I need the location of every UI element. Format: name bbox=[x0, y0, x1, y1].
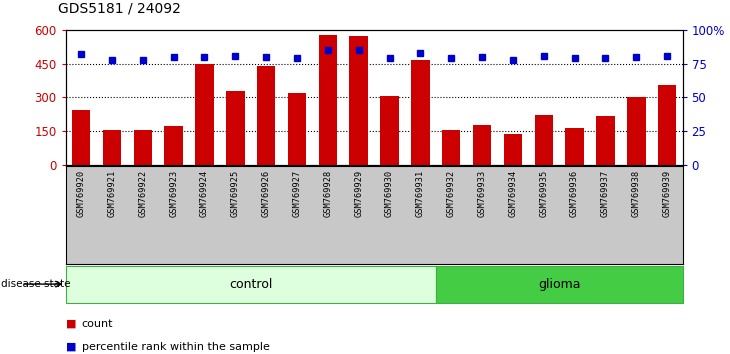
Bar bbox=[226, 91, 245, 165]
Text: GSM769924: GSM769924 bbox=[200, 169, 209, 217]
Text: GDS5181 / 24092: GDS5181 / 24092 bbox=[58, 2, 181, 16]
Text: GSM769930: GSM769930 bbox=[385, 169, 394, 217]
Text: disease state: disease state bbox=[1, 279, 70, 289]
Bar bbox=[103, 130, 121, 165]
Text: GSM769929: GSM769929 bbox=[354, 169, 364, 217]
Text: GSM769933: GSM769933 bbox=[477, 169, 487, 217]
Bar bbox=[134, 130, 152, 165]
Bar bbox=[442, 130, 461, 165]
Bar bbox=[288, 93, 307, 165]
Text: GSM769928: GSM769928 bbox=[323, 169, 332, 217]
Text: GSM769925: GSM769925 bbox=[231, 169, 240, 217]
Bar bbox=[596, 116, 615, 165]
Bar bbox=[66, 266, 436, 303]
Bar bbox=[534, 115, 553, 165]
Bar bbox=[411, 60, 430, 165]
Text: GSM769931: GSM769931 bbox=[416, 169, 425, 217]
Text: glioma: glioma bbox=[538, 278, 580, 291]
Bar bbox=[380, 96, 399, 165]
Text: ■: ■ bbox=[66, 319, 76, 329]
Bar bbox=[72, 110, 91, 165]
Text: ■: ■ bbox=[66, 342, 76, 352]
Text: GSM769921: GSM769921 bbox=[107, 169, 117, 217]
Bar bbox=[504, 134, 522, 165]
Text: GSM769926: GSM769926 bbox=[261, 169, 271, 217]
Text: count: count bbox=[82, 319, 113, 329]
Text: GSM769932: GSM769932 bbox=[447, 169, 456, 217]
Bar bbox=[627, 97, 645, 165]
Text: GSM769922: GSM769922 bbox=[138, 169, 147, 217]
Bar bbox=[350, 36, 368, 165]
Text: GSM769939: GSM769939 bbox=[663, 169, 672, 217]
Bar bbox=[195, 64, 214, 165]
Bar bbox=[164, 126, 183, 165]
Text: GSM769934: GSM769934 bbox=[508, 169, 518, 217]
Text: GSM769936: GSM769936 bbox=[570, 169, 579, 217]
Text: GSM769920: GSM769920 bbox=[77, 169, 85, 217]
Text: GSM769923: GSM769923 bbox=[169, 169, 178, 217]
Text: GSM769935: GSM769935 bbox=[539, 169, 548, 217]
Bar bbox=[318, 35, 337, 165]
Bar bbox=[436, 266, 683, 303]
Text: percentile rank within the sample: percentile rank within the sample bbox=[82, 342, 269, 352]
Bar bbox=[257, 66, 275, 165]
Text: control: control bbox=[229, 278, 272, 291]
Text: GSM769938: GSM769938 bbox=[631, 169, 641, 217]
Bar bbox=[565, 127, 584, 165]
Bar bbox=[473, 125, 491, 165]
Text: GSM769937: GSM769937 bbox=[601, 169, 610, 217]
Bar bbox=[658, 85, 677, 165]
Text: GSM769927: GSM769927 bbox=[293, 169, 301, 217]
